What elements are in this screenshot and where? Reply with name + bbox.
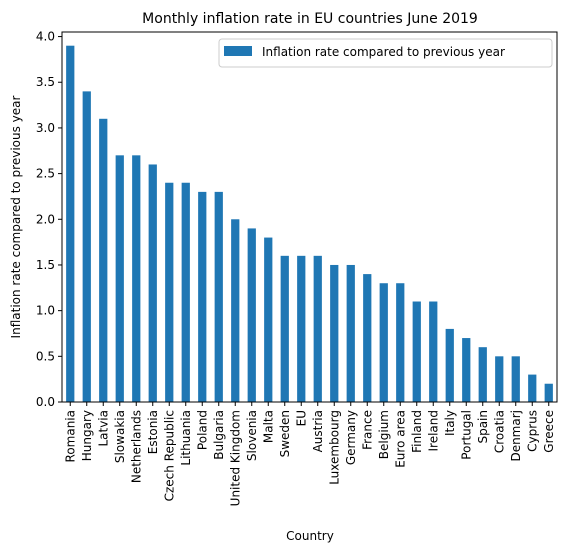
bar xyxy=(181,182,190,402)
x-tick-label: Euro area xyxy=(393,410,407,468)
x-tick-label: Romania xyxy=(63,410,77,462)
x-tick-label: Hungary xyxy=(80,410,94,461)
x-axis: Romania Hungary Latvia Slowakia Netherlands E… xyxy=(63,402,556,506)
y-tick-label: 3.5 xyxy=(36,75,55,89)
bar xyxy=(528,374,537,402)
x-tick-label: Finland xyxy=(410,410,424,453)
bar xyxy=(231,219,240,402)
y-tick-label: 2.0 xyxy=(36,212,55,226)
bar xyxy=(544,383,553,402)
bar xyxy=(313,255,322,402)
bar xyxy=(297,255,306,402)
x-tick-label: Lithuania xyxy=(179,410,193,466)
x-tick-label: Sweden xyxy=(278,410,292,457)
bar xyxy=(478,347,487,402)
x-tick-label: France xyxy=(360,410,374,450)
x-tick-label: Estonia xyxy=(146,410,160,454)
bar xyxy=(198,191,207,402)
y-tick-label: 0.0 xyxy=(36,395,55,409)
legend-entry: Inflation rate compared to previous year xyxy=(262,45,505,59)
x-tick-label: Belgium xyxy=(377,410,391,459)
plot-frame xyxy=(61,31,558,403)
chart-title: Monthly inflation rate in EU countries J… xyxy=(142,11,478,27)
x-tick-label: Poland xyxy=(195,410,209,450)
bar xyxy=(396,283,405,402)
y-tick-label: 2.5 xyxy=(36,167,55,181)
x-tick-label: Latvia xyxy=(96,410,110,447)
x-tick-label: Denmarj xyxy=(509,410,523,462)
bar xyxy=(82,91,91,402)
x-tick-label: Bulgaria xyxy=(212,410,226,460)
bar xyxy=(280,255,289,402)
bar xyxy=(445,328,454,402)
legend-swatch xyxy=(224,46,252,56)
x-tick-label: Slowakia xyxy=(113,410,127,463)
y-tick-label: 4.0 xyxy=(36,30,55,44)
bar xyxy=(511,356,520,402)
x-tick-label: Cyprus xyxy=(525,410,539,452)
x-tick-label: Italy xyxy=(443,410,457,436)
bar xyxy=(214,191,223,402)
bar xyxy=(148,164,157,402)
x-tick-label: Czech Republic xyxy=(162,410,176,501)
bar xyxy=(66,45,75,402)
legend: Inflation rate compared to previous year xyxy=(218,38,553,68)
x-tick-label: Slovenia xyxy=(245,410,259,461)
y-axis-label: Inflation rate compared to previous year xyxy=(9,95,23,338)
x-tick-label: Portugal xyxy=(459,410,473,460)
x-tick-label: Germany xyxy=(344,410,358,465)
x-tick-label: Ireland xyxy=(426,410,440,452)
x-tick-label: Netherlands xyxy=(129,410,143,483)
bar xyxy=(99,118,108,402)
x-tick-label: Luxembourg xyxy=(327,410,341,485)
bar xyxy=(363,274,372,402)
bars-group xyxy=(66,45,553,402)
bar xyxy=(379,283,388,402)
bar xyxy=(264,237,273,402)
bar xyxy=(495,356,504,402)
bar xyxy=(462,338,471,402)
x-tick-label: Greece xyxy=(542,410,556,453)
x-tick-label: EU xyxy=(294,410,308,426)
y-tick-label: 3.0 xyxy=(36,121,55,135)
x-tick-label: Austria xyxy=(311,410,325,452)
y-tick-label: 1.0 xyxy=(36,304,55,318)
x-tick-label: Croatia xyxy=(492,410,506,453)
legend-box xyxy=(218,38,553,68)
bar xyxy=(330,264,339,402)
bar xyxy=(412,301,421,402)
y-axis: 0.0 0.5 1.0 1.5 2.0 2.5 3.0 3.5 4.0 xyxy=(36,30,62,409)
bar xyxy=(247,228,256,402)
x-tick-label: Spain xyxy=(476,410,490,444)
x-tick-label: United Kingdom xyxy=(228,410,242,506)
bar xyxy=(429,301,438,402)
x-axis-label: Country xyxy=(286,529,334,543)
bar xyxy=(346,264,355,402)
x-tick-label: Malta xyxy=(261,410,275,443)
y-tick-label: 0.5 xyxy=(36,349,55,363)
bar xyxy=(115,155,124,402)
bar xyxy=(165,182,174,402)
bar xyxy=(132,155,141,402)
y-tick-label: 1.5 xyxy=(36,258,55,272)
